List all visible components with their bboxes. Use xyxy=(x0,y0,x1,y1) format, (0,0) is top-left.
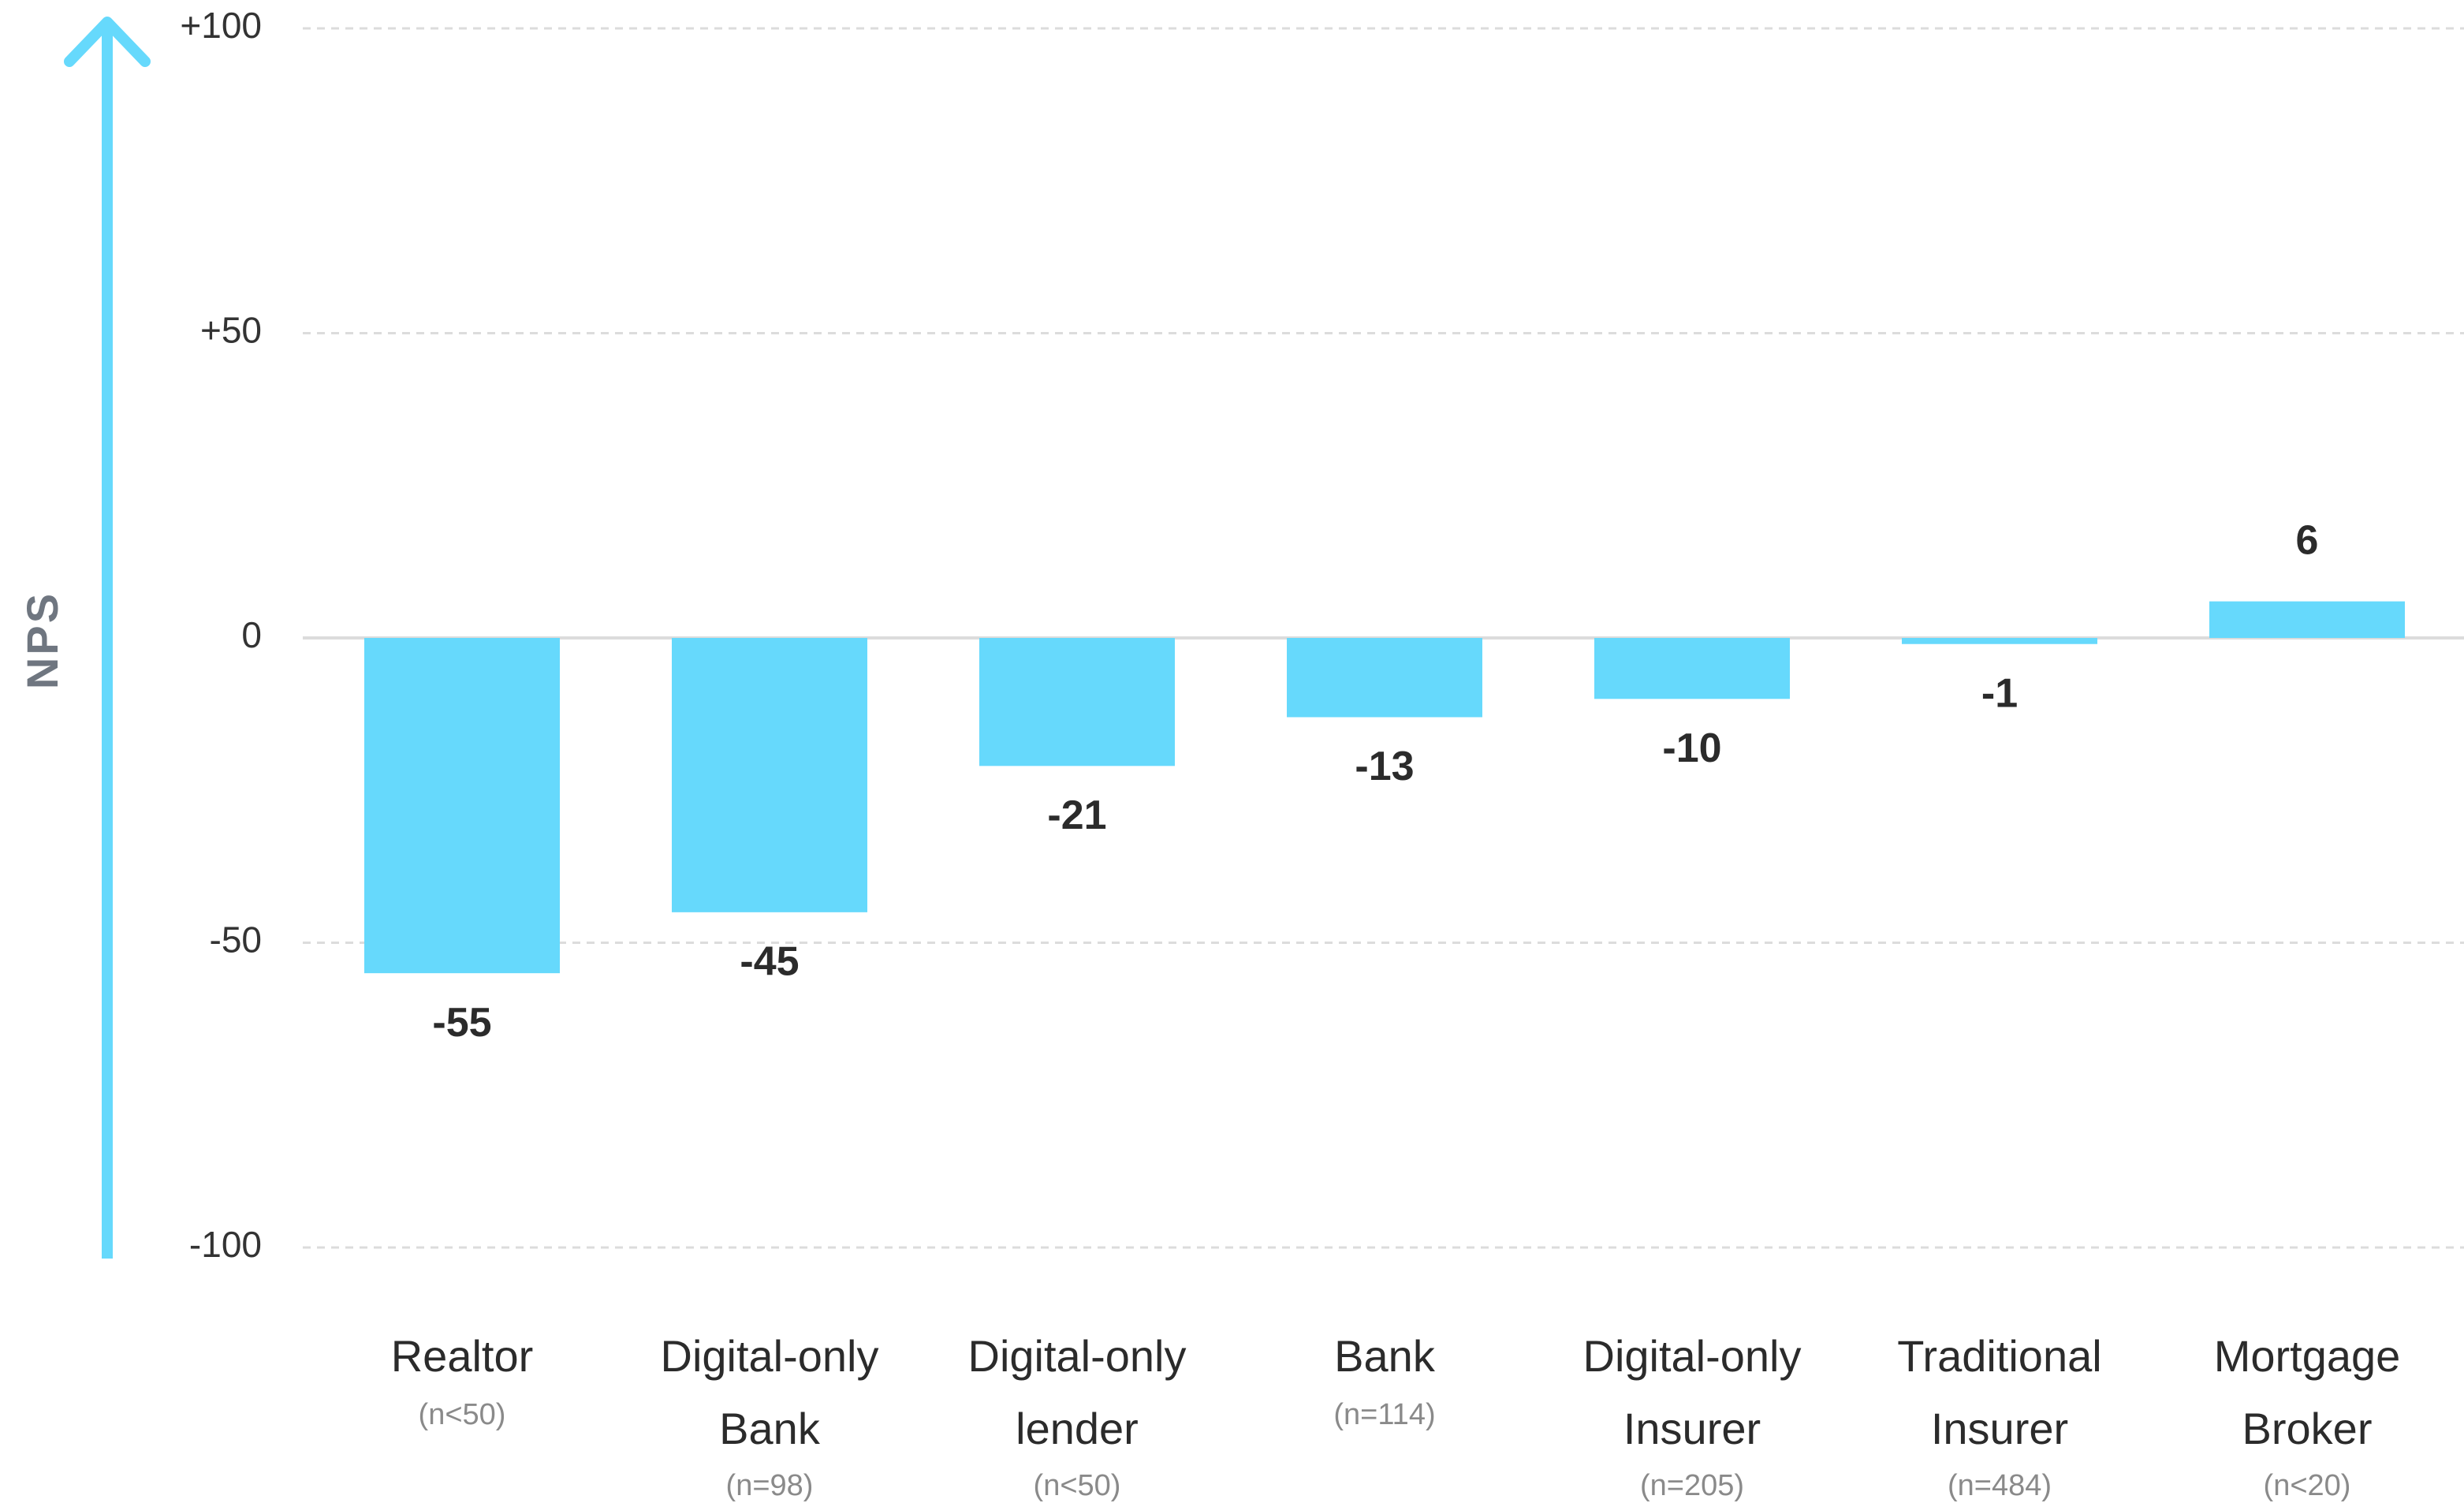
x-tick-label: Realtor xyxy=(391,1331,534,1381)
value-label: -45 xyxy=(740,939,799,985)
x-tick-label-line: lender xyxy=(1016,1404,1139,1453)
x-tick-label-line: Broker xyxy=(2242,1404,2373,1453)
x-tick-label: Mortgage Broker xyxy=(2214,1331,2401,1453)
y-axis-arrowhead xyxy=(64,17,151,67)
bar xyxy=(2209,601,2405,638)
x-tick-label-line: Digital-only xyxy=(661,1331,879,1381)
value-label: -21 xyxy=(1047,793,1106,838)
sample-size: (n=205) xyxy=(1640,1469,1744,1502)
x-tick-label-line: Insurer xyxy=(1623,1404,1761,1453)
y-tick-label: +50 xyxy=(200,310,262,351)
sample-size: (n=114) xyxy=(1333,1398,1435,1431)
x-tick-label-line: Traditional xyxy=(1897,1331,2101,1381)
bar xyxy=(979,638,1175,766)
x-tick-label-line: Digital-only xyxy=(968,1331,1187,1381)
x-tick-label-line: Insurer xyxy=(1931,1404,2068,1453)
y-tick-label: 0 xyxy=(241,614,262,655)
y-tick-label: -100 xyxy=(189,1224,262,1265)
x-tick-label: Digital-only lender xyxy=(968,1331,1187,1453)
sample-size: (n=484) xyxy=(1948,1469,2052,1502)
value-label: -55 xyxy=(432,1000,491,1046)
bar xyxy=(1287,638,1482,718)
sample-size: (n=98) xyxy=(726,1469,814,1502)
x-tick-label-line: Digital-only xyxy=(1583,1331,1802,1381)
sample-size: (n<50) xyxy=(1034,1469,1121,1502)
bar xyxy=(364,638,560,974)
x-tick-label: Digital-only Insurer xyxy=(1583,1331,1802,1453)
value-label: -10 xyxy=(1662,725,1721,771)
bar xyxy=(672,638,867,912)
sample-size: (n<20) xyxy=(2264,1469,2351,1502)
value-label: -13 xyxy=(1355,744,1414,789)
bar xyxy=(1902,638,2097,644)
x-tick-label: Digital-only Bank xyxy=(661,1331,879,1453)
x-tick-label-line: Mortgage xyxy=(2214,1331,2401,1381)
y-tick-label: -50 xyxy=(210,919,262,960)
value-label: 6 xyxy=(2296,517,2319,563)
bar xyxy=(1594,638,1790,699)
sample-size: (n<50) xyxy=(419,1398,506,1431)
x-tick-label: Bank xyxy=(1334,1331,1436,1381)
x-tick-label-line: Bank xyxy=(719,1404,821,1453)
x-tick-label: Traditional Insurer xyxy=(1897,1331,2101,1453)
value-label: -1 xyxy=(1981,670,2018,716)
y-tick-label: +100 xyxy=(180,5,262,46)
y-axis-label: NPS xyxy=(17,591,67,689)
